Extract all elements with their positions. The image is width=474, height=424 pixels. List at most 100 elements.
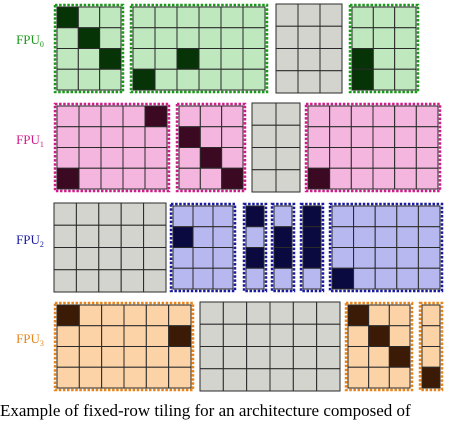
fpu-row-1: [53, 102, 442, 193]
unassigned-tile-3-1: [199, 301, 341, 392]
grid-cell: [100, 105, 124, 128]
grid-cell: [123, 304, 147, 327]
grid-cell: [421, 325, 441, 347]
grid-cell: [53, 202, 77, 226]
grid-cell: [273, 205, 293, 228]
grid-cell: [98, 202, 122, 226]
grid-cell: [415, 167, 439, 190]
grid-cell: [56, 366, 80, 389]
grid-cell: [123, 325, 147, 347]
grid-cell: [251, 102, 277, 126]
grid-cell: [292, 301, 318, 325]
grid-cell: [78, 346, 103, 368]
tile-border: [304, 102, 442, 193]
active-cell: [331, 267, 355, 290]
grid-cell: [275, 169, 301, 193]
fpu-label-text: FPU: [16, 331, 40, 346]
tile-border: [53, 301, 195, 392]
grid-cell: [198, 6, 222, 29]
fpu-label-subscript: 0: [39, 40, 44, 49]
grid-cell: [415, 126, 439, 148]
grid-cell: [221, 105, 244, 128]
grid-cell: [132, 27, 156, 49]
grid-cell: [122, 126, 146, 148]
grid-cell: [242, 27, 266, 49]
grid-cell: [78, 304, 103, 327]
grid-cell: [154, 48, 178, 70]
grid-cell: [350, 167, 374, 190]
grid-cell: [75, 247, 100, 271]
grid-cell: [350, 105, 374, 128]
grid-cell: [222, 368, 248, 392]
tile-border: [169, 202, 237, 293]
grid-cell: [329, 167, 352, 190]
grid-cell: [347, 366, 370, 389]
grid-cell: [394, 48, 417, 70]
grid-cell: [144, 167, 168, 190]
grid-cell: [372, 68, 396, 91]
assigned-tile-2-5: [328, 202, 444, 293]
grid-cell: [178, 167, 201, 190]
grid-cell: [144, 147, 168, 169]
grid-cell: [396, 226, 419, 248]
grid-cell: [316, 346, 341, 370]
tile-border: [270, 202, 296, 293]
grid-cell: [372, 147, 396, 169]
grid-cell: [368, 366, 390, 389]
grid-cell: [75, 269, 100, 293]
active-cell: [302, 205, 322, 228]
grid-cell: [154, 6, 178, 29]
grid-cell: [275, 147, 301, 171]
grid-cell: [122, 147, 146, 169]
fpu-label-0: FPU0: [6, 32, 54, 53]
grid-cell: [245, 267, 265, 290]
grid-cell: [122, 105, 146, 128]
tile-border: [53, 102, 171, 193]
grid-cell: [101, 346, 125, 368]
grid-cell: [98, 269, 122, 293]
grid-cell: [245, 226, 265, 248]
grid-cell: [353, 267, 376, 290]
tile-border: [299, 202, 325, 293]
grid-cell: [98, 247, 122, 271]
unassigned-tile-1-2: [251, 102, 301, 193]
grid-cell: [372, 48, 396, 70]
grid-cell: [199, 323, 224, 347]
grid-cell: [417, 205, 441, 228]
grid-cell: [394, 6, 417, 29]
grid-cell: [99, 27, 122, 49]
assigned-tile-0-0: [53, 3, 125, 94]
grid-cell: [176, 68, 200, 91]
grid-cell: [154, 68, 178, 91]
grid-cell: [372, 167, 396, 190]
grid-cell: [101, 325, 125, 347]
grid-cell: [176, 6, 200, 29]
tile-border: [348, 3, 420, 94]
grid-cell: [421, 304, 441, 327]
grid-cell: [329, 105, 352, 128]
grid-cell: [199, 301, 224, 325]
grid-cell: [56, 147, 80, 169]
grid-cell: [168, 366, 192, 389]
grid-cell: [307, 147, 331, 169]
grid-cell: [347, 346, 370, 368]
grid-cell: [145, 325, 170, 347]
grid-cell: [246, 323, 271, 347]
grid-cell: [192, 247, 214, 269]
grid-cell: [251, 147, 277, 171]
active-cell: [176, 48, 200, 70]
grid-cell: [353, 226, 376, 248]
assigned-tile-0-1: [129, 3, 269, 94]
grid-cell: [421, 346, 441, 368]
fpu-label-text: FPU: [16, 32, 40, 47]
grid-cell: [212, 267, 234, 290]
grid-cell: [394, 147, 417, 169]
grid-cell: [75, 202, 100, 226]
active-cell: [77, 27, 101, 49]
grid-cell: [374, 267, 398, 290]
grid-cell: [199, 368, 224, 392]
fpu-row-2: [53, 202, 444, 293]
grid-cell: [269, 346, 294, 370]
fpu-label-subscript: 3: [39, 339, 44, 348]
active-cell: [307, 167, 331, 190]
